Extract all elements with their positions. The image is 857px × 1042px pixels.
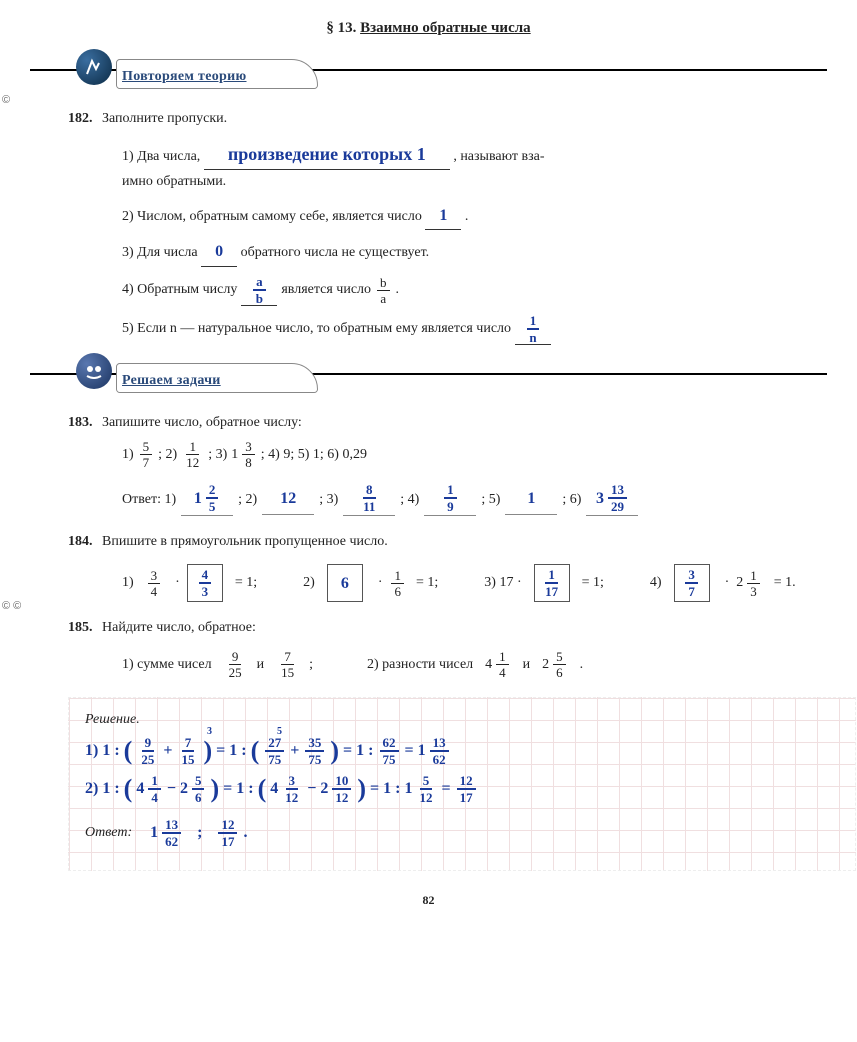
title-prefix: § 13. xyxy=(326,20,356,36)
text: 5) Если n — натуральное число, то обратн… xyxy=(122,317,511,341)
margin-mark: © xyxy=(2,94,10,106)
text: 4) Обратным числу xyxy=(122,278,237,302)
problem-185: 185. Найдите число, обратное: 1) сумме ч… xyxy=(68,616,827,679)
section-label-theory: Повторяем теорию xyxy=(122,69,247,85)
tasks-icon xyxy=(76,353,112,389)
text: . xyxy=(465,209,469,224)
problem-number: 182. xyxy=(68,111,93,126)
frac-d: b xyxy=(253,291,266,305)
text: имно обратными. xyxy=(122,170,827,194)
problem-183: 183. Запишите число, обратное числу: 1)5… xyxy=(68,411,827,517)
handwritten-fraction: 1n xyxy=(515,314,551,345)
solution-line-2: 2) 1 : ( 414 − 256 ) = 1 : ( 4312 − 2101… xyxy=(85,774,845,804)
problem-lead: Запишите число, обратное числу: xyxy=(102,415,302,430)
solution-answer: Ответ: 11362 ; 1217 . xyxy=(85,818,845,848)
section-header-theory: Повторяем теорию xyxy=(30,55,827,97)
problem-number: 183. xyxy=(68,415,93,430)
problem-184: 184. Впишите в прямоугольник пропущенное… xyxy=(68,530,827,602)
text: 1) Два числа, xyxy=(122,149,200,164)
answer-box: 6 xyxy=(327,564,363,602)
solution-heading: Решение. xyxy=(85,712,845,728)
problem-lead: Найдите число, обратное: xyxy=(102,620,256,635)
answer-box: 43 xyxy=(187,564,223,602)
printed-fraction: ba xyxy=(377,276,390,305)
problem-lead: Впишите в прямоугольник пропущенное числ… xyxy=(102,534,388,549)
title-main: Взаимно обратные числа xyxy=(360,20,531,36)
problem-number: 184. xyxy=(68,534,93,549)
margin-mark: © © xyxy=(2,600,21,612)
solution-line-1: 3 5 1) 1 : ( 925 + 715 ) = 1 : ( 2775 + … xyxy=(85,736,845,766)
frac-n: a xyxy=(253,275,266,291)
solution-grid: Решение. 3 5 1) 1 : ( 925 + 715 ) = 1 : … xyxy=(68,697,856,871)
text: 2) Числом, обратным самому себе, являетс… xyxy=(122,209,422,224)
text: обратного числа не существует. xyxy=(241,245,430,260)
handwritten-answer: 1 xyxy=(425,202,461,230)
theory-icon xyxy=(76,49,112,85)
text: является число xyxy=(281,278,371,302)
answer-label: Ответ: xyxy=(85,825,132,841)
problem-lead: Заполните пропуски. xyxy=(102,111,227,126)
handwritten-answer: 12 xyxy=(262,485,314,515)
page-title: § 13. Взаимно обратные числа xyxy=(30,20,827,37)
problem-182: 182. Заполните пропуски. 1) Два числа, п… xyxy=(68,107,827,345)
text: 3) Для числа xyxy=(122,245,198,260)
answers-row: Ответ: 1) 125 ; 2) 12 ; 3) 811 ; 4) 19 ;… xyxy=(122,483,827,516)
handwritten-fraction: ab xyxy=(241,275,277,306)
text: , называют вза- xyxy=(453,149,544,164)
handwritten-answer: 1 xyxy=(505,485,557,515)
handwritten-answer: 0 xyxy=(201,238,237,266)
handwritten-answer: произведение которых 1 xyxy=(204,139,450,171)
answer-box: 37 xyxy=(674,564,710,602)
page-number: 82 xyxy=(30,893,827,908)
section-label-tasks: Решаем задачи xyxy=(122,373,221,389)
answer-box: 117 xyxy=(534,564,570,602)
label: Ответ: 1) xyxy=(122,488,176,512)
problem-number: 185. xyxy=(68,620,93,635)
section-header-tasks: Решаем задачи xyxy=(30,359,827,401)
